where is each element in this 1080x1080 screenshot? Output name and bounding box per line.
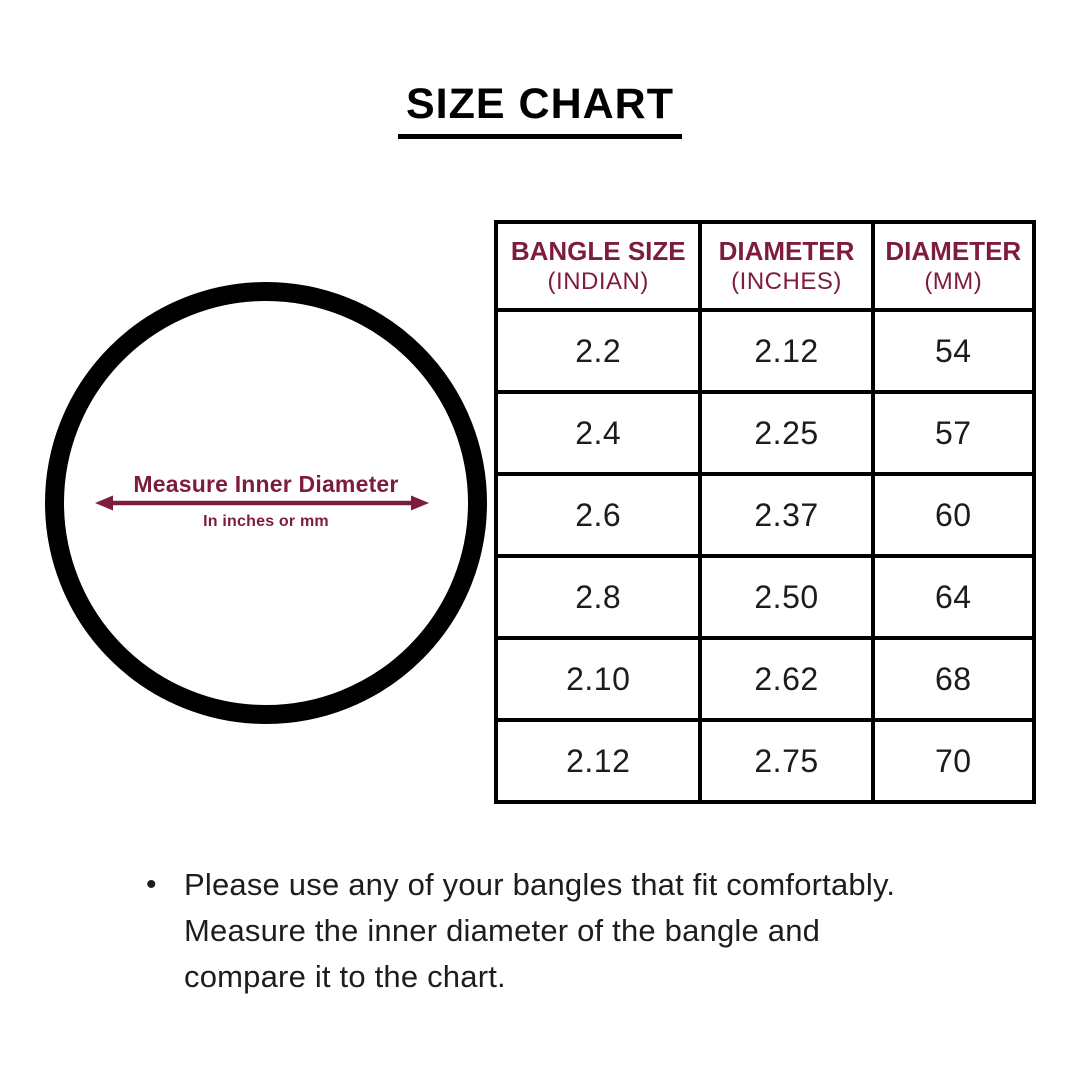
table-cell: 2.75: [698, 718, 875, 804]
col-header-title: BANGLE SIZE: [510, 235, 686, 266]
col-header-subtitle: (INCHES): [731, 268, 842, 296]
size-table: BANGLE SIZE (INDIAN) DIAMETER (INCHES) D…: [493, 220, 1037, 804]
table-cell: 54: [870, 308, 1037, 394]
measure-inner-diameter-label: Measure Inner Diameter: [133, 471, 399, 497]
page-title: SIZE CHART: [398, 80, 682, 139]
bullet-icon: •: [146, 868, 157, 901]
table-header-row: BANGLE SIZE (INDIAN) DIAMETER (INCHES) D…: [493, 220, 1037, 312]
col-header-title: DIAMETER: [718, 235, 855, 266]
table-cell: 2.10: [493, 636, 703, 722]
col-header-diameter-mm: DIAMETER (MM): [870, 220, 1037, 312]
table-cell: 70: [870, 718, 1037, 804]
notes-list: • Please use any of your bangles that fi…: [144, 862, 926, 1000]
table-cell: 2.50: [698, 554, 875, 640]
table-cell: 2.12: [698, 308, 875, 394]
col-header-bangle-size: BANGLE SIZE (INDIAN): [493, 220, 703, 312]
table-row: 2.4 2.25 57: [493, 390, 1037, 476]
table-cell: 2.37: [698, 472, 875, 558]
table-cell: 2.6: [493, 472, 703, 558]
table-row: 2.12 2.75 70: [493, 718, 1037, 804]
table-cell: 2.2: [493, 308, 703, 394]
units-label: In inches or mm: [203, 513, 329, 530]
note-item: • Please use any of your bangles that fi…: [144, 862, 926, 1000]
col-header-diameter-inches: DIAMETER (INCHES): [698, 220, 875, 312]
table-cell: 68: [870, 636, 1037, 722]
page-title-wrap: SIZE CHART: [0, 80, 1080, 139]
note-text: Please use any of your bangles that fit …: [184, 867, 896, 994]
table-cell: 60: [870, 472, 1037, 558]
table-cell: 57: [870, 390, 1037, 476]
table-cell: 2.62: [698, 636, 875, 722]
table-row: 2.10 2.62 68: [493, 636, 1037, 722]
table-cell: 2.4: [493, 390, 703, 476]
col-header-subtitle: (MM): [924, 268, 983, 296]
table-cell: 2.25: [698, 390, 875, 476]
table-cell: 2.8: [493, 554, 703, 640]
table-cell: 2.12: [493, 718, 703, 804]
col-header-title: DIAMETER: [885, 235, 1022, 266]
table-row: 2.6 2.37 60: [493, 472, 1037, 558]
table-row: 2.8 2.50 64: [493, 554, 1037, 640]
diameter-arrow-icon: [95, 495, 429, 511]
table-row: 2.2 2.12 54: [493, 308, 1037, 394]
col-header-subtitle: (INDIAN): [547, 268, 649, 296]
table-cell: 64: [870, 554, 1037, 640]
